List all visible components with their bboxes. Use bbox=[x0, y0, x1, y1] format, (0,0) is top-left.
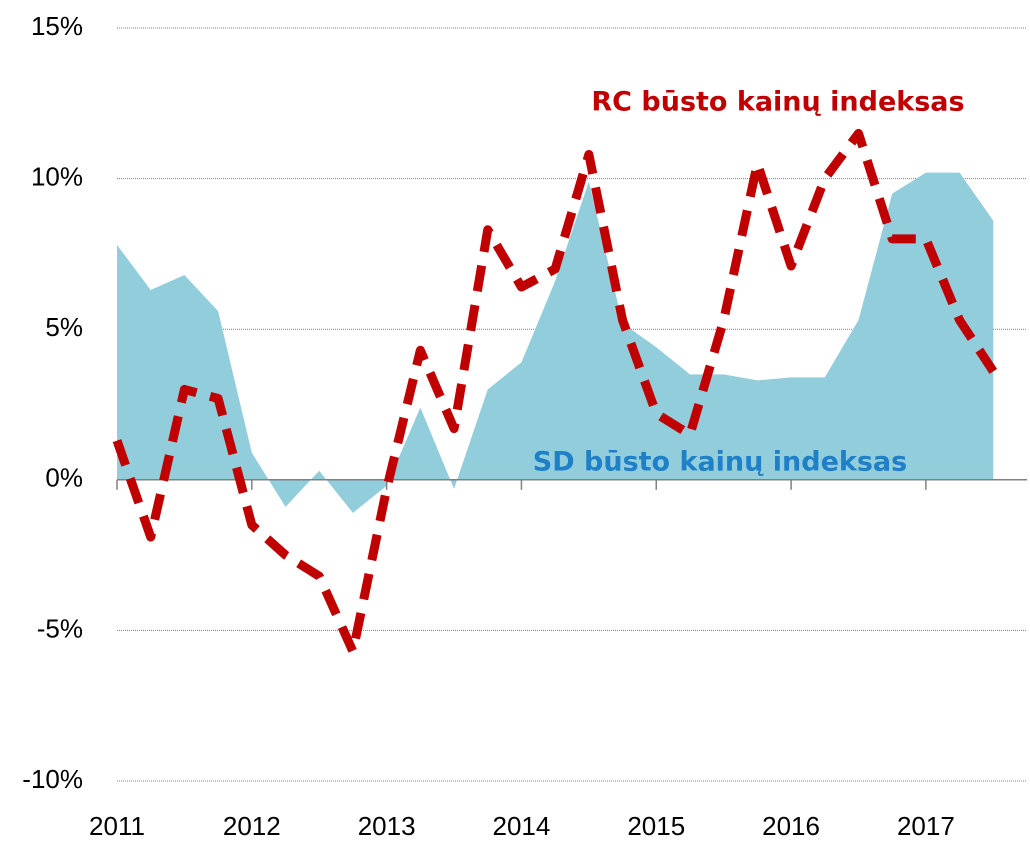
x-tick-label: 2014 bbox=[493, 811, 551, 841]
line bbox=[112, 128, 998, 656]
x-tick-label: 2017 bbox=[897, 811, 955, 841]
y-tick-label: 5% bbox=[45, 312, 83, 342]
y-tick-label: -5% bbox=[37, 613, 83, 643]
area bbox=[117, 172, 994, 513]
y-tick-label: 10% bbox=[31, 161, 83, 191]
y-tick-label: 0% bbox=[45, 463, 83, 493]
x-tick-label: 2011 bbox=[89, 811, 145, 841]
x-tick-label: 2013 bbox=[358, 811, 416, 841]
series-label: SD būsto kainų indeksas bbox=[533, 447, 907, 478]
y-tick-label: -10% bbox=[22, 764, 83, 794]
x-tick-label: 2015 bbox=[627, 811, 685, 841]
series-label: RC būsto kainų indeksas bbox=[591, 87, 964, 118]
x-tick-label: 2012 bbox=[223, 811, 281, 841]
y-tick-label: 15% bbox=[31, 11, 83, 41]
x-tick-label: 2016 bbox=[762, 811, 820, 841]
